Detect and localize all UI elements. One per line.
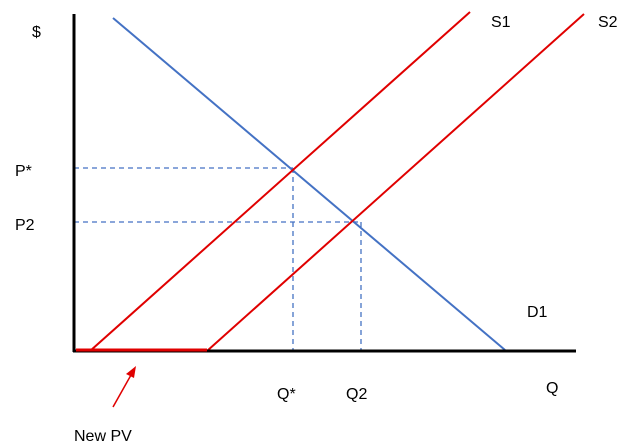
s2-label: S2 (598, 14, 618, 31)
new-pv-label: New PV (74, 428, 132, 445)
new-pv-arrow-shaft (112, 374, 132, 408)
supply-curve-s1 (89, 11, 471, 352)
p2-label: P2 (15, 217, 35, 234)
q-star-label: Q* (277, 386, 296, 403)
x-axis-label: Q (546, 380, 558, 397)
p-star-label: P* (15, 163, 32, 180)
demand-curve-d1 (112, 17, 506, 351)
s1-label: S1 (491, 14, 511, 31)
supply-curve-s2 (206, 13, 585, 352)
d1-label: D1 (527, 304, 548, 321)
y-axis-label: $ (32, 24, 41, 41)
new-pv-arrow-head (126, 366, 136, 378)
q2-label: Q2 (346, 386, 367, 403)
